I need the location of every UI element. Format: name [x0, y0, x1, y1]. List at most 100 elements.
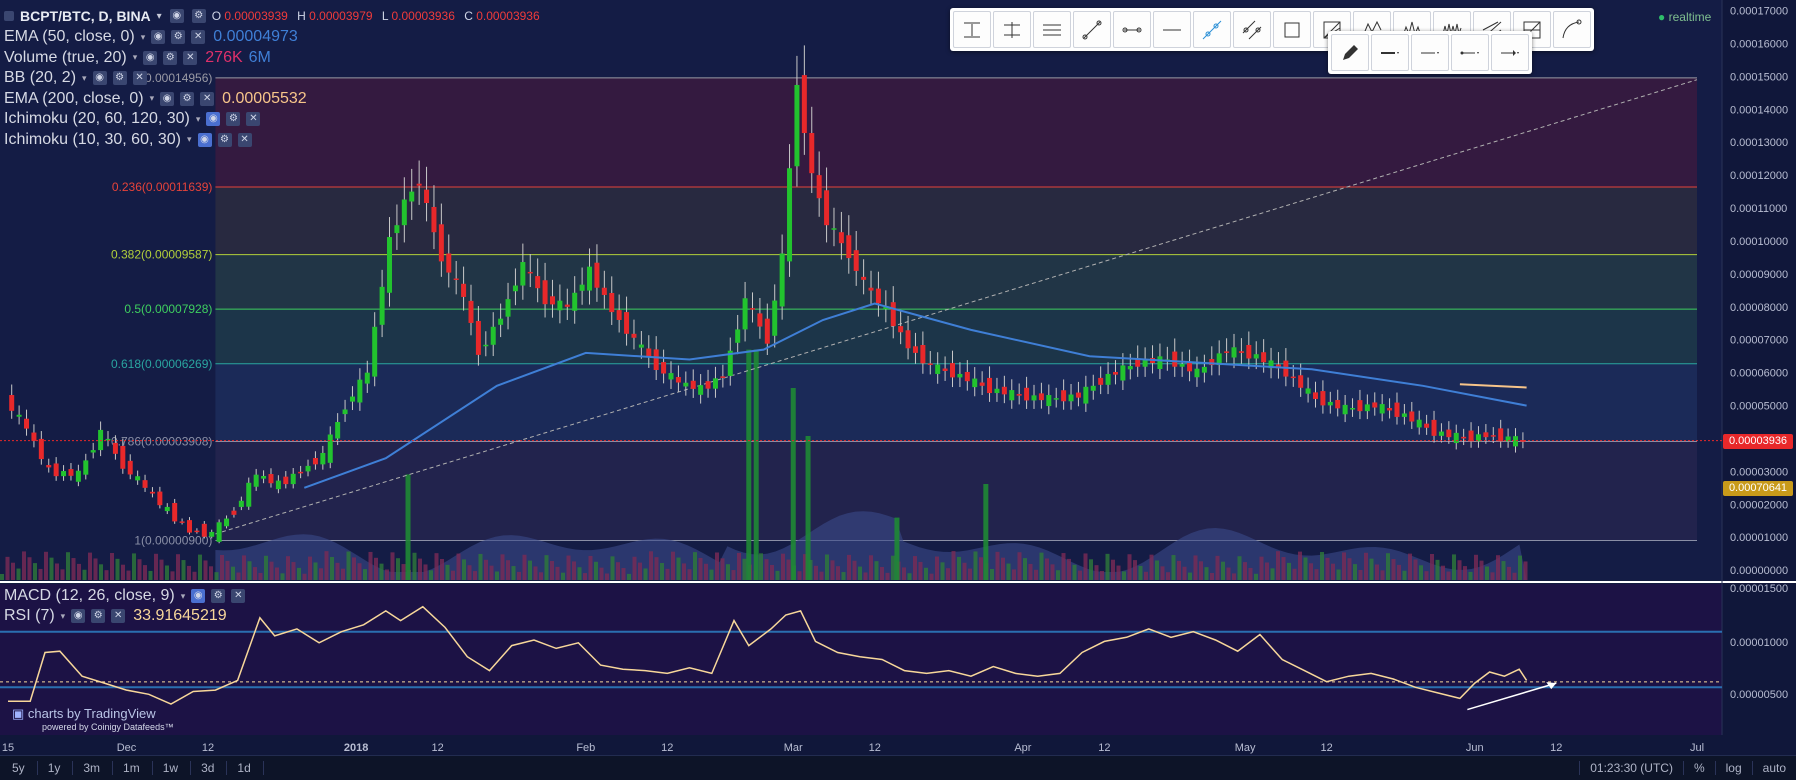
chevron-down-icon[interactable]: ▾ — [149, 93, 155, 103]
percent-toggle[interactable]: % — [1682, 761, 1715, 775]
range-button-3m[interactable]: 3m — [73, 761, 114, 775]
range-button-1y[interactable]: 1y — [38, 761, 74, 775]
log-toggle[interactable]: log — [1714, 761, 1752, 775]
indicator-row[interactable]: BB (20, 2) ▾ ◉ ⚙ ✕ — [4, 69, 147, 87]
volume-bar — [1210, 573, 1214, 580]
indicator-label[interactable]: EMA (50, close, 0) — [4, 28, 135, 45]
eye-icon[interactable]: ◉ — [191, 589, 206, 603]
rectangle-tool-button[interactable] — [1273, 11, 1311, 48]
line-style-tool-button[interactable] — [1411, 34, 1449, 71]
indicator-row[interactable]: Ichimoku (20, 60, 120, 30) ▾ ◉ ⚙ ✕ — [4, 110, 261, 128]
horizontal-lines-tool-button[interactable] — [1033, 11, 1071, 48]
eye-icon[interactable]: ◉ — [169, 9, 184, 23]
horizontal-segment-tool-button[interactable] — [1113, 11, 1151, 48]
left-end-tool-button[interactable] — [1451, 34, 1489, 71]
right-end-tool-button[interactable] — [1491, 34, 1529, 71]
gear-icon[interactable]: ⚙ — [211, 589, 226, 603]
parallel-channel-tool-button[interactable] — [1233, 11, 1271, 48]
eye-icon[interactable]: ◉ — [151, 30, 166, 44]
close-icon[interactable]: ✕ — [183, 50, 198, 65]
volume-bar — [44, 551, 48, 580]
range-button-3d[interactable]: 3d — [191, 761, 228, 775]
indicator-label[interactable]: Ichimoku (10, 30, 60, 30) — [4, 130, 181, 148]
range-button-5y[interactable]: 5y — [2, 761, 38, 775]
gear-icon[interactable]: ⚙ — [91, 609, 106, 623]
indicator-label[interactable]: EMA (200, close, 0) — [4, 89, 144, 107]
chevron-down-icon[interactable]: ▾ — [82, 72, 87, 83]
close-icon[interactable]: ✕ — [246, 112, 261, 126]
candle-body — [387, 237, 393, 293]
extended-line-tool-button[interactable] — [1193, 11, 1231, 48]
date-tick-label: 12 — [1550, 742, 1562, 754]
high-value: 0.00003979 — [309, 9, 373, 23]
gear-icon[interactable]: ⚙ — [180, 91, 195, 106]
gear-icon[interactable]: ⚙ — [163, 50, 178, 65]
close-icon[interactable]: ✕ — [111, 609, 126, 623]
gear-icon[interactable]: ⚙ — [112, 71, 127, 85]
chevron-down-icon[interactable]: ▾ — [60, 610, 66, 621]
range-button-1d[interactable]: 1d — [227, 761, 264, 775]
volume-bar — [528, 560, 532, 580]
volume-bar — [517, 571, 521, 580]
indicator-label[interactable]: MACD (12, 26, close, 9) — [4, 587, 175, 604]
auto-toggle[interactable]: auto — [1751, 761, 1796, 775]
trend-line-tool-button[interactable] — [1073, 11, 1111, 48]
volume-bar — [1061, 553, 1066, 580]
chevron-down-icon[interactable]: ▾ — [180, 590, 186, 601]
lower-indicator-row[interactable]: RSI (7) ▾ ◉ ⚙ ✕ 33.91645219 — [4, 607, 227, 625]
gear-icon[interactable]: ⚙ — [171, 30, 186, 44]
close-icon[interactable]: ✕ — [191, 30, 206, 44]
volume-bar — [1237, 556, 1242, 580]
date-range-tool-button[interactable] — [993, 11, 1031, 48]
indicator-label[interactable]: Ichimoku (20, 60, 120, 30) — [4, 110, 190, 127]
candle-body — [1268, 360, 1274, 369]
chevron-down-icon[interactable]: ▾ — [156, 10, 162, 22]
eye-icon[interactable]: ◉ — [206, 112, 221, 126]
gear-icon[interactable]: ⚙ — [191, 9, 206, 23]
indicator-row[interactable]: Ichimoku (10, 30, 60, 30) ▾ ◉ ⚙ ✕ — [4, 131, 252, 149]
pencil-tool-button[interactable] — [1331, 34, 1369, 71]
chevron-down-icon[interactable]: ▾ — [140, 31, 146, 42]
price-range-tool-button[interactable] — [953, 11, 991, 48]
eye-icon[interactable]: ◉ — [143, 50, 158, 65]
close-icon[interactable]: ✕ — [237, 132, 252, 147]
indicator-label[interactable]: BB (20, 2) — [4, 69, 77, 86]
volume-bar — [176, 554, 180, 580]
eye-icon[interactable]: ◉ — [92, 71, 107, 85]
gear-icon[interactable]: ⚙ — [226, 112, 241, 126]
eye-icon[interactable]: ◉ — [71, 609, 86, 623]
lower-indicator-row[interactable]: MACD (12, 26, close, 9) ▾ ◉ ⚙ ✕ — [4, 587, 246, 605]
candle-body — [1409, 411, 1415, 422]
close-icon[interactable]: ✕ — [132, 71, 147, 85]
price-tick-label: 0.00016000 — [1730, 38, 1788, 50]
eye-icon[interactable]: ◉ — [160, 91, 175, 106]
volume-bar — [363, 569, 367, 580]
chevron-down-icon[interactable]: ▾ — [195, 113, 201, 124]
volume-bar — [1028, 563, 1033, 580]
indicator-row[interactable]: Volume (true, 20) ▾ ◉ ⚙ ✕ 276K 6M — [4, 49, 271, 67]
chevron-down-icon[interactable]: ▾ — [186, 134, 192, 144]
arc-tool-button[interactable] — [1553, 11, 1591, 48]
indicator-row[interactable]: EMA (50, close, 0) ▾ ◉ ⚙ ✕ 0.00004973 — [4, 28, 298, 46]
date-tick-label: 15 — [2, 742, 14, 754]
indicator-row[interactable]: EMA (200, close, 0) ▾ ◉ ⚙ ✕ 0.00005532 — [4, 90, 307, 108]
close-icon[interactable]: ✕ — [200, 91, 215, 106]
close-icon[interactable]: ✕ — [231, 589, 246, 603]
gear-icon[interactable]: ⚙ — [217, 132, 232, 147]
eye-icon[interactable]: ◉ — [197, 132, 212, 147]
horizontal-ray-tool-button[interactable] — [1153, 11, 1191, 48]
indicator-label[interactable]: RSI (7) — [4, 607, 55, 624]
range-button-1m[interactable]: 1m — [113, 761, 153, 775]
collapse-icon[interactable] — [4, 11, 14, 21]
candle-body — [305, 465, 311, 472]
symbol-label[interactable]: BCPT/BTC, D, BINA — [20, 8, 151, 24]
volume-bar — [1188, 572, 1192, 580]
line-width-tool-button[interactable] — [1371, 34, 1409, 71]
volume-bar — [979, 557, 983, 580]
range-button-1w[interactable]: 1w — [153, 761, 192, 775]
chevron-down-icon[interactable]: ▾ — [132, 52, 138, 62]
tradingview-watermark[interactable]: ▣ charts by TradingView powered by Coini… — [12, 706, 174, 732]
indicator-label[interactable]: Volume (true, 20) — [4, 48, 127, 66]
price-tick-label: 0.00006000 — [1730, 368, 1788, 380]
